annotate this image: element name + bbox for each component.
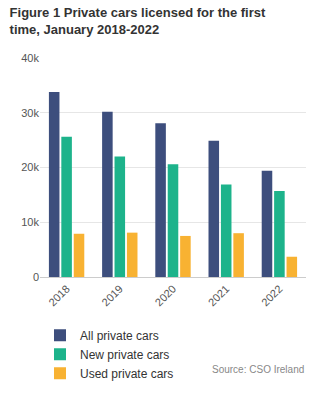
svg-text:10k: 10k [21,216,39,228]
svg-text:2020: 2020 [153,283,179,309]
svg-text:2018: 2018 [46,283,72,309]
svg-text:Used private cars: Used private cars [80,367,173,381]
svg-text:2019: 2019 [99,283,125,309]
svg-text:2022: 2022 [259,283,285,309]
svg-text:Figure 1 Private cars licensed: Figure 1 Private cars licensed for the f… [10,5,266,37]
svg-text:All private cars: All private cars [80,329,159,343]
svg-text:2021: 2021 [206,283,232,309]
svg-text:20k: 20k [21,161,39,173]
svg-text:New private cars: New private cars [80,348,169,362]
svg-text:30k: 30k [21,107,39,119]
svg-text:40k: 40k [21,52,39,64]
svg-text:0: 0 [33,271,39,283]
svg-text:Source: CSO Ireland: Source: CSO Ireland [212,364,304,375]
